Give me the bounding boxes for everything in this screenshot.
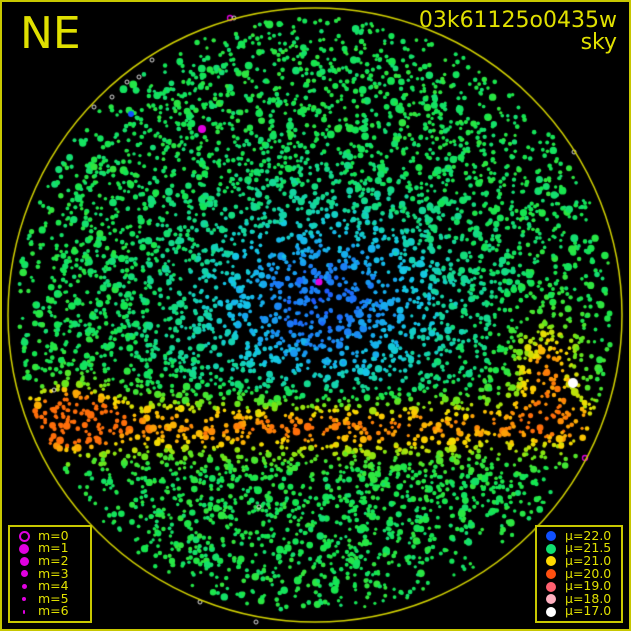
direction-label: NE [20,8,81,59]
legend-label: μ=18.0 [565,590,612,606]
dot-icon [19,543,29,554]
legend-label: μ=21.5 [565,540,612,556]
dot-icon [23,609,25,614]
legend-label: m=3 [38,565,69,581]
legend-row-mu: μ=21.5 [543,542,615,555]
color-dot-icon [546,531,556,542]
legend-row-mu: μ=20.0 [543,565,615,581]
image-info: 03k61125o0435w sky [419,10,617,54]
legend-label: m=0 [38,527,69,543]
image-id: 03k61125o0435w [418,8,617,33]
legend-label: m=1 [38,540,69,556]
legend-row-m1: m=1 [16,542,84,555]
color-dot-icon [546,568,556,579]
legend-row-m0: m=0 [16,527,84,543]
magnitude-legend: m=0 m=1 m=2 m=3 m=4 m=5 m=6 [8,524,92,623]
legend-label: μ=21.0 [565,553,612,569]
legend-label: μ=20.0 [565,565,612,581]
legend-row-m5: m=5 [16,590,84,606]
legend-label: m=4 [38,578,69,594]
legend-row-m3: m=3 [16,565,84,581]
open-circle-icon [18,530,30,542]
legend-row-m4: m=4 [16,580,84,593]
legend-row-mu: μ=17.0 [543,605,615,618]
color-dot-icon [546,594,556,605]
legend-label: m=5 [38,590,69,606]
color-dot-icon [546,606,556,617]
legend-row-mu: μ=21.0 [543,553,615,569]
legend-label: μ=19.0 [565,578,612,594]
legend-row-mu: μ=22.0 [543,527,615,543]
color-dot-icon [546,556,556,567]
color-dot-icon [546,581,556,592]
legend-label: μ=17.0 [565,603,612,619]
color-dot-icon [546,543,556,554]
dot-icon [22,597,26,602]
legend-row-m2: m=2 [16,553,84,569]
legend-label: μ=22.0 [565,527,612,543]
legend-label: m=6 [38,603,69,619]
legend-row-m6: m=6 [16,605,84,618]
brightness-legend: μ=22.0 μ=21.5 μ=21.0 μ=20.0 μ=19.0 μ=18.0 μ=17… [535,524,623,623]
dot-icon [21,584,27,590]
legend-row-mu: μ=19.0 [543,580,615,593]
image-type: sky [580,30,617,55]
legend-label: m=2 [38,553,69,569]
legend-row-mu: μ=18.0 [543,590,615,606]
dot-icon [20,570,28,578]
dot-icon [19,556,29,566]
